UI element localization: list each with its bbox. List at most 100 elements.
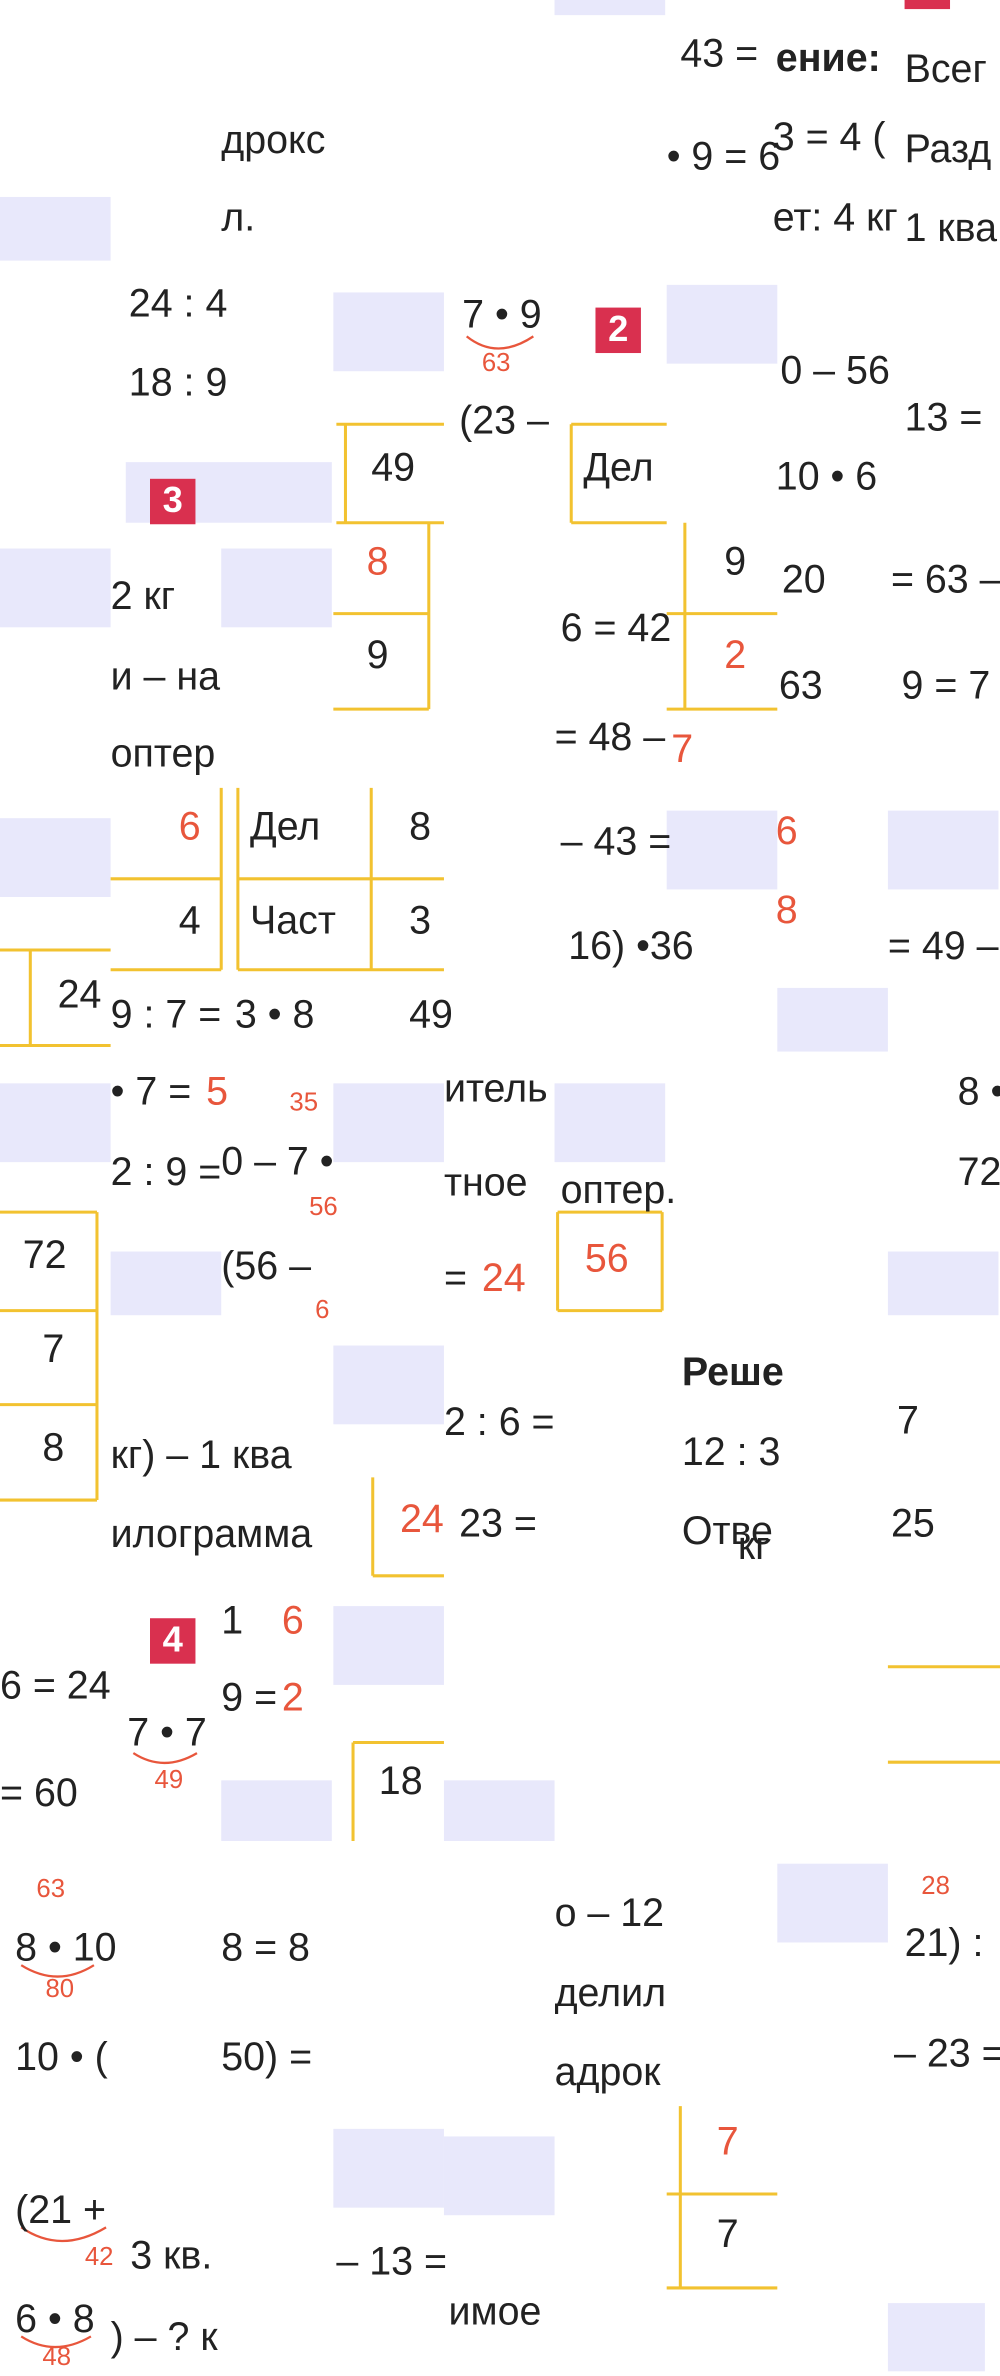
text-fragment: Дел: [583, 443, 654, 490]
text-fragment: Отве: [681, 1507, 773, 1554]
arc: [20, 2335, 92, 2349]
table-line: [351, 1740, 444, 1841]
text-fragment: 7 • 7: [127, 1709, 207, 1755]
text-fragment: 9 : 7 =: [110, 990, 222, 1037]
text-fragment: и – на: [110, 653, 221, 699]
text-fragment: 20: [781, 556, 826, 602]
text-fragment: 50) =: [221, 2033, 313, 2079]
text-fragment: 18: [378, 1757, 423, 1804]
text-fragment: 7: [671, 725, 694, 772]
arc: [465, 335, 534, 350]
text-fragment: 25: [890, 1500, 935, 1546]
text-fragment: = 49 –: [887, 922, 999, 969]
text-fragment: оптер: [110, 730, 216, 776]
text-fragment: =: [443, 1254, 467, 1301]
text-fragment: – 43 =: [560, 818, 672, 864]
text-fragment: 80: [45, 1974, 75, 2004]
empty-tile: [443, 2136, 555, 2216]
table-line: [666, 522, 778, 711]
empty-tile: [221, 1780, 332, 1841]
badge: 2: [595, 307, 641, 354]
text-fragment: Част: [250, 896, 336, 943]
text-fragment: 9: [366, 631, 389, 678]
empty-tile: [554, 1083, 666, 1163]
empty-tile: [887, 810, 999, 890]
text-fragment: 7: [716, 2210, 739, 2257]
text-fragment: 13 =: [904, 393, 983, 440]
text-fragment: 63: [481, 348, 511, 378]
text-fragment: 3 = 4 (: [772, 113, 886, 160]
text-fragment: 18 : 9: [128, 359, 228, 405]
text-fragment: 8: [366, 537, 389, 584]
text-fragment: 3 • 8: [234, 990, 315, 1037]
text-fragment: 6 • 8: [15, 2295, 95, 2341]
table-line: [0, 948, 111, 1048]
text-fragment: л.: [221, 193, 256, 240]
text-fragment: ет: 4 кг: [772, 193, 898, 240]
empty-tile: [0, 548, 111, 628]
text-fragment: 56: [309, 1192, 338, 1222]
empty-tile: [0, 196, 111, 261]
text-fragment: 8: [42, 1424, 65, 1470]
table-line: [569, 422, 667, 525]
text-fragment: 42: [84, 2242, 114, 2272]
text-fragment: 21) :: [904, 1919, 984, 1966]
text-fragment: 16) •36: [568, 922, 694, 969]
text-fragment: делил: [554, 1969, 667, 2016]
arc: [20, 1964, 95, 1978]
text-fragment: 6: [178, 803, 201, 849]
table-line: [371, 1477, 444, 1578]
text-fragment: 9: [724, 537, 747, 584]
text-fragment: 63: [778, 662, 823, 708]
text-fragment: 2: [281, 1674, 304, 1720]
empty-tile: [887, 2303, 985, 2372]
text-fragment: 49: [154, 1765, 184, 1794]
text-fragment: 63: [36, 1874, 66, 1904]
text-fragment: 72: [957, 1148, 1000, 1194]
text-fragment: дрокс: [221, 116, 326, 163]
table-line: [887, 1665, 1000, 1764]
badge-fragment: [904, 0, 951, 10]
text-fragment: Дел: [250, 803, 321, 849]
empty-tile: [333, 1606, 444, 1685]
text-fragment: – 13 =: [336, 2237, 448, 2284]
text-fragment: (23 –: [459, 396, 549, 443]
text-fragment: (56 –: [221, 1242, 312, 1288]
text-fragment: 10 • (: [15, 2033, 108, 2079]
arc: [20, 2226, 107, 2243]
text-fragment: 9 = 7: [901, 662, 991, 708]
text-fragment: 3 кв.: [130, 2231, 213, 2278]
text-fragment: 7: [42, 1325, 65, 1372]
text-fragment: 23 =: [459, 1500, 537, 1546]
arc: [132, 1752, 198, 1764]
text-fragment: 0 – 56: [780, 346, 890, 393]
empty-tile: [0, 818, 111, 897]
empty-tile: [443, 1780, 555, 1841]
text-fragment: – 23 =: [893, 2030, 1000, 2076]
text-fragment: 6 = 24: [0, 1662, 111, 1708]
text-fragment: 7: [716, 2118, 739, 2164]
text-fragment: • 7 =: [110, 1068, 192, 1114]
text-fragment: о – 12: [554, 1889, 665, 1935]
empty-tile: [110, 1251, 222, 1316]
text-fragment: 24: [400, 1495, 444, 1541]
badge: 4 =: [150, 1618, 196, 1706]
empty-tile: [887, 1251, 999, 1316]
text-fragment: 7: [896, 1397, 919, 1443]
text-fragment: 2 : 9 =: [110, 1148, 222, 1194]
text-fragment: 3: [409, 896, 432, 943]
empty-tile: [666, 810, 778, 890]
text-fragment: 5: [206, 1068, 228, 1114]
text-fragment: 28: [921, 1871, 950, 1901]
empty-tile: [777, 987, 888, 1052]
text-fragment: 6: [315, 1295, 330, 1325]
text-fragment: 24: [57, 971, 102, 1017]
empty-tile: [666, 284, 778, 364]
text-fragment: = 63 –: [890, 556, 1000, 602]
text-fragment: 2 : 6 =: [443, 1398, 555, 1444]
empty-tile: [221, 548, 332, 628]
